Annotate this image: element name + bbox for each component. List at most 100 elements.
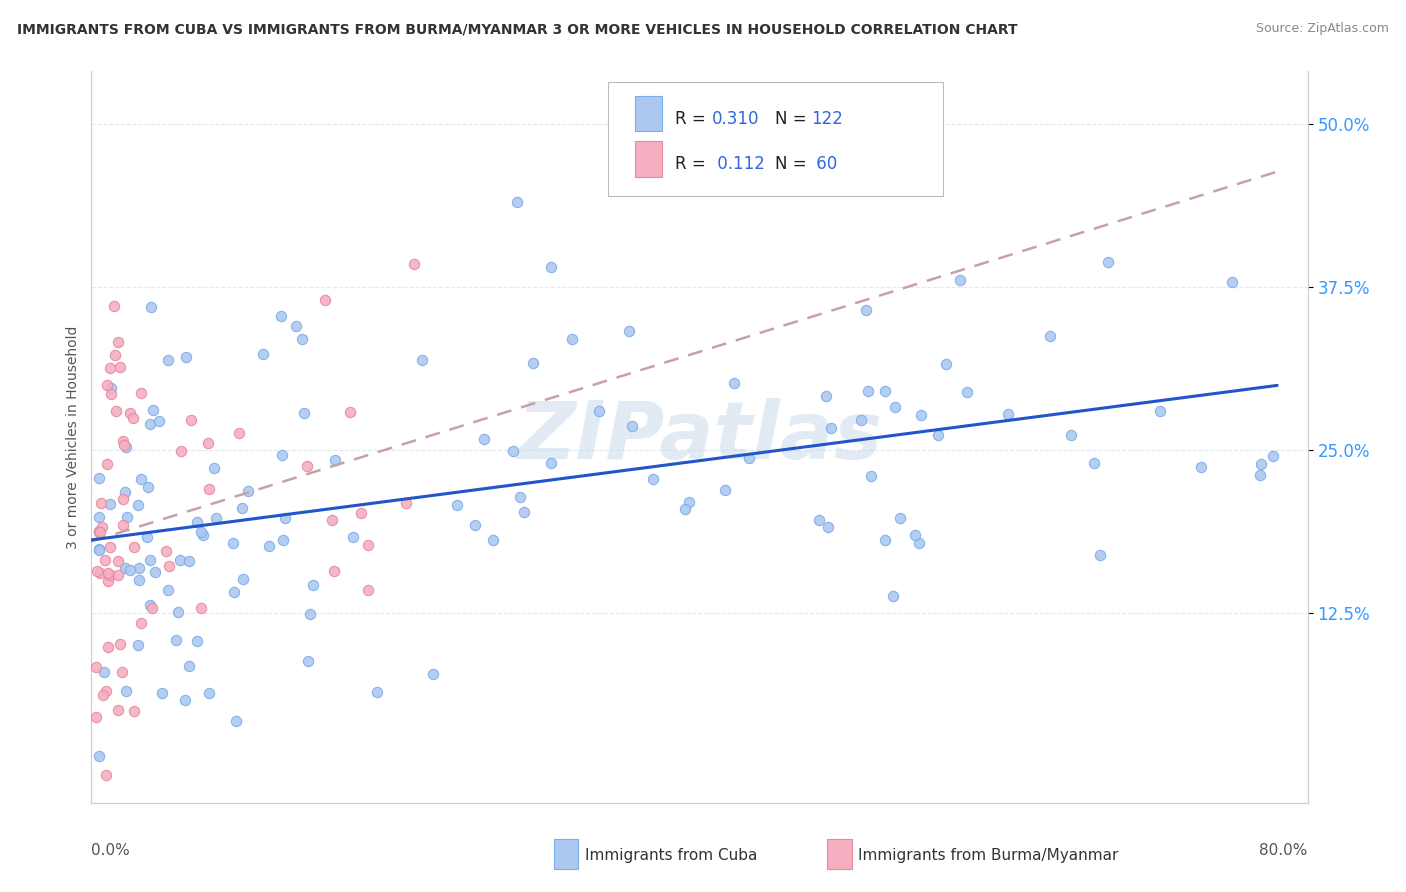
Text: 60: 60 xyxy=(811,154,838,173)
Point xyxy=(1039,329,1062,343)
Point xyxy=(98,568,121,582)
Point xyxy=(198,483,221,497)
Point xyxy=(321,513,343,527)
Point xyxy=(100,387,122,401)
Bar xyxy=(554,839,578,869)
Point xyxy=(180,413,202,427)
Point xyxy=(271,533,294,547)
Point xyxy=(1250,457,1272,471)
Point xyxy=(87,542,110,557)
Point xyxy=(124,704,146,718)
Point xyxy=(174,350,197,364)
Point xyxy=(118,563,141,577)
Point xyxy=(98,541,121,555)
Point xyxy=(84,659,107,673)
Point xyxy=(139,552,162,566)
Point xyxy=(522,356,544,370)
Point xyxy=(232,573,254,587)
Point xyxy=(179,658,201,673)
Point xyxy=(290,333,312,347)
Y-axis label: 3 or more Vehicles in Household: 3 or more Vehicles in Household xyxy=(66,326,80,549)
Point xyxy=(198,686,221,700)
Point xyxy=(115,510,138,524)
Point xyxy=(472,432,495,446)
Text: 0.0%: 0.0% xyxy=(91,843,131,858)
Point xyxy=(148,414,170,428)
Point xyxy=(807,513,830,527)
Point xyxy=(904,528,927,542)
Point xyxy=(855,303,877,318)
Text: 0.310: 0.310 xyxy=(711,111,759,128)
Point xyxy=(107,703,129,717)
Point xyxy=(107,334,129,349)
Point xyxy=(357,583,380,598)
Point xyxy=(190,601,212,615)
Point xyxy=(540,456,562,470)
Point xyxy=(104,404,127,418)
Point xyxy=(225,714,247,728)
Point xyxy=(103,300,125,314)
Point xyxy=(107,554,129,568)
Point xyxy=(274,511,297,525)
Point xyxy=(205,510,228,524)
Point xyxy=(1189,459,1212,474)
Point xyxy=(849,412,872,426)
Point xyxy=(820,421,842,435)
Point xyxy=(502,444,524,458)
Point xyxy=(737,451,759,466)
Point xyxy=(110,665,132,679)
Point xyxy=(908,535,931,549)
Point xyxy=(295,459,318,474)
Point xyxy=(856,384,879,398)
Point xyxy=(179,554,201,568)
Point xyxy=(948,273,970,287)
Text: Immigrants from Burma/Myanmar: Immigrants from Burma/Myanmar xyxy=(858,848,1118,863)
Text: Immigrants from Cuba: Immigrants from Cuba xyxy=(585,848,758,863)
Text: Source: ZipAtlas.com: Source: ZipAtlas.com xyxy=(1256,22,1389,36)
Point xyxy=(1149,403,1171,417)
Point xyxy=(1261,449,1284,463)
Point xyxy=(89,566,111,580)
Point xyxy=(641,472,664,486)
Point xyxy=(927,428,949,442)
Point xyxy=(814,389,837,403)
Point xyxy=(157,583,180,598)
Point xyxy=(464,517,486,532)
Point xyxy=(509,490,531,504)
Point xyxy=(297,654,319,668)
Text: R =: R = xyxy=(675,154,711,173)
Point xyxy=(561,332,583,346)
Point xyxy=(142,403,165,417)
Point xyxy=(270,309,292,323)
Point xyxy=(112,491,135,506)
Point xyxy=(94,553,117,567)
Point xyxy=(257,539,280,553)
Point xyxy=(482,533,505,547)
Point xyxy=(889,510,911,524)
Bar xyxy=(827,839,852,869)
Point xyxy=(714,483,737,498)
Point xyxy=(620,419,643,434)
Point xyxy=(446,498,468,512)
Point xyxy=(128,561,150,575)
Point xyxy=(139,598,162,612)
Point xyxy=(228,426,250,441)
Text: N =: N = xyxy=(775,111,811,128)
Point xyxy=(910,409,932,423)
Point xyxy=(186,516,208,530)
Point xyxy=(90,520,112,534)
Point xyxy=(87,541,110,556)
Point xyxy=(956,384,979,399)
Point xyxy=(98,497,121,511)
Bar xyxy=(636,142,662,177)
Point xyxy=(155,543,177,558)
Bar xyxy=(636,96,662,131)
Point xyxy=(395,495,418,509)
Text: 0.112: 0.112 xyxy=(711,154,765,173)
Point xyxy=(1060,428,1083,442)
Point xyxy=(190,524,212,539)
Point xyxy=(875,533,897,548)
Point xyxy=(186,633,208,648)
Point xyxy=(323,453,346,467)
Point xyxy=(197,436,219,450)
